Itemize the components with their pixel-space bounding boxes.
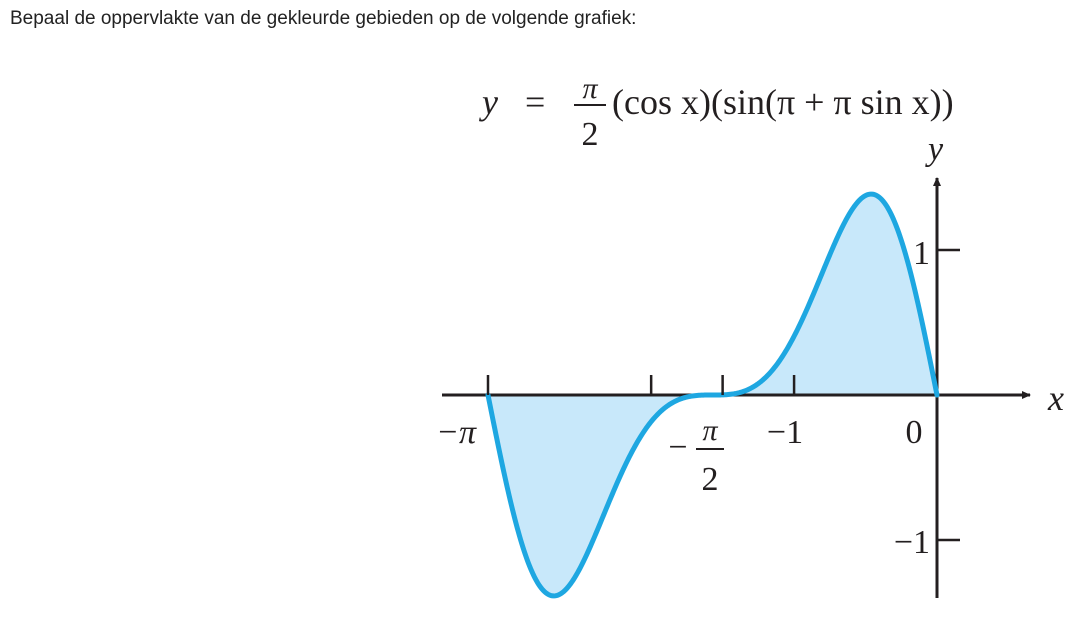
title-rhs: (cos x)(sin(π + π sin x)) xyxy=(612,82,954,122)
y-tick-label-1: 1 xyxy=(913,235,930,272)
function-curve xyxy=(485,191,940,599)
x-tick-label-neg-pi-half-den: 2 xyxy=(702,461,719,498)
x-tick-label-0: 0 xyxy=(906,414,923,451)
title-fraction-numerator: π xyxy=(582,72,598,105)
x-tick-label-neg-pi: −π xyxy=(436,414,477,451)
x-tick-label-neg-pi-half-sign: − xyxy=(668,429,687,466)
x-tick-label-neg-pi-half: − π 2 xyxy=(668,414,724,498)
question-text: Bepaal de oppervlakte van de gekleurde g… xyxy=(10,8,637,29)
title-equals: = xyxy=(525,82,545,122)
y-axis-label: y xyxy=(925,131,944,168)
chart-title: y = π 2 (cos x)(sin(π + π sin x)) xyxy=(479,72,954,153)
x-axis-label: x xyxy=(1047,378,1064,418)
x-tick-label-neg-pi-half-num: π xyxy=(702,414,718,447)
y-tick-label-neg-1: −1 xyxy=(894,524,930,561)
title-lhs: y xyxy=(479,82,498,122)
title-fraction-denominator: 2 xyxy=(582,116,599,153)
x-tick-label-neg-1: −1 xyxy=(767,414,803,451)
